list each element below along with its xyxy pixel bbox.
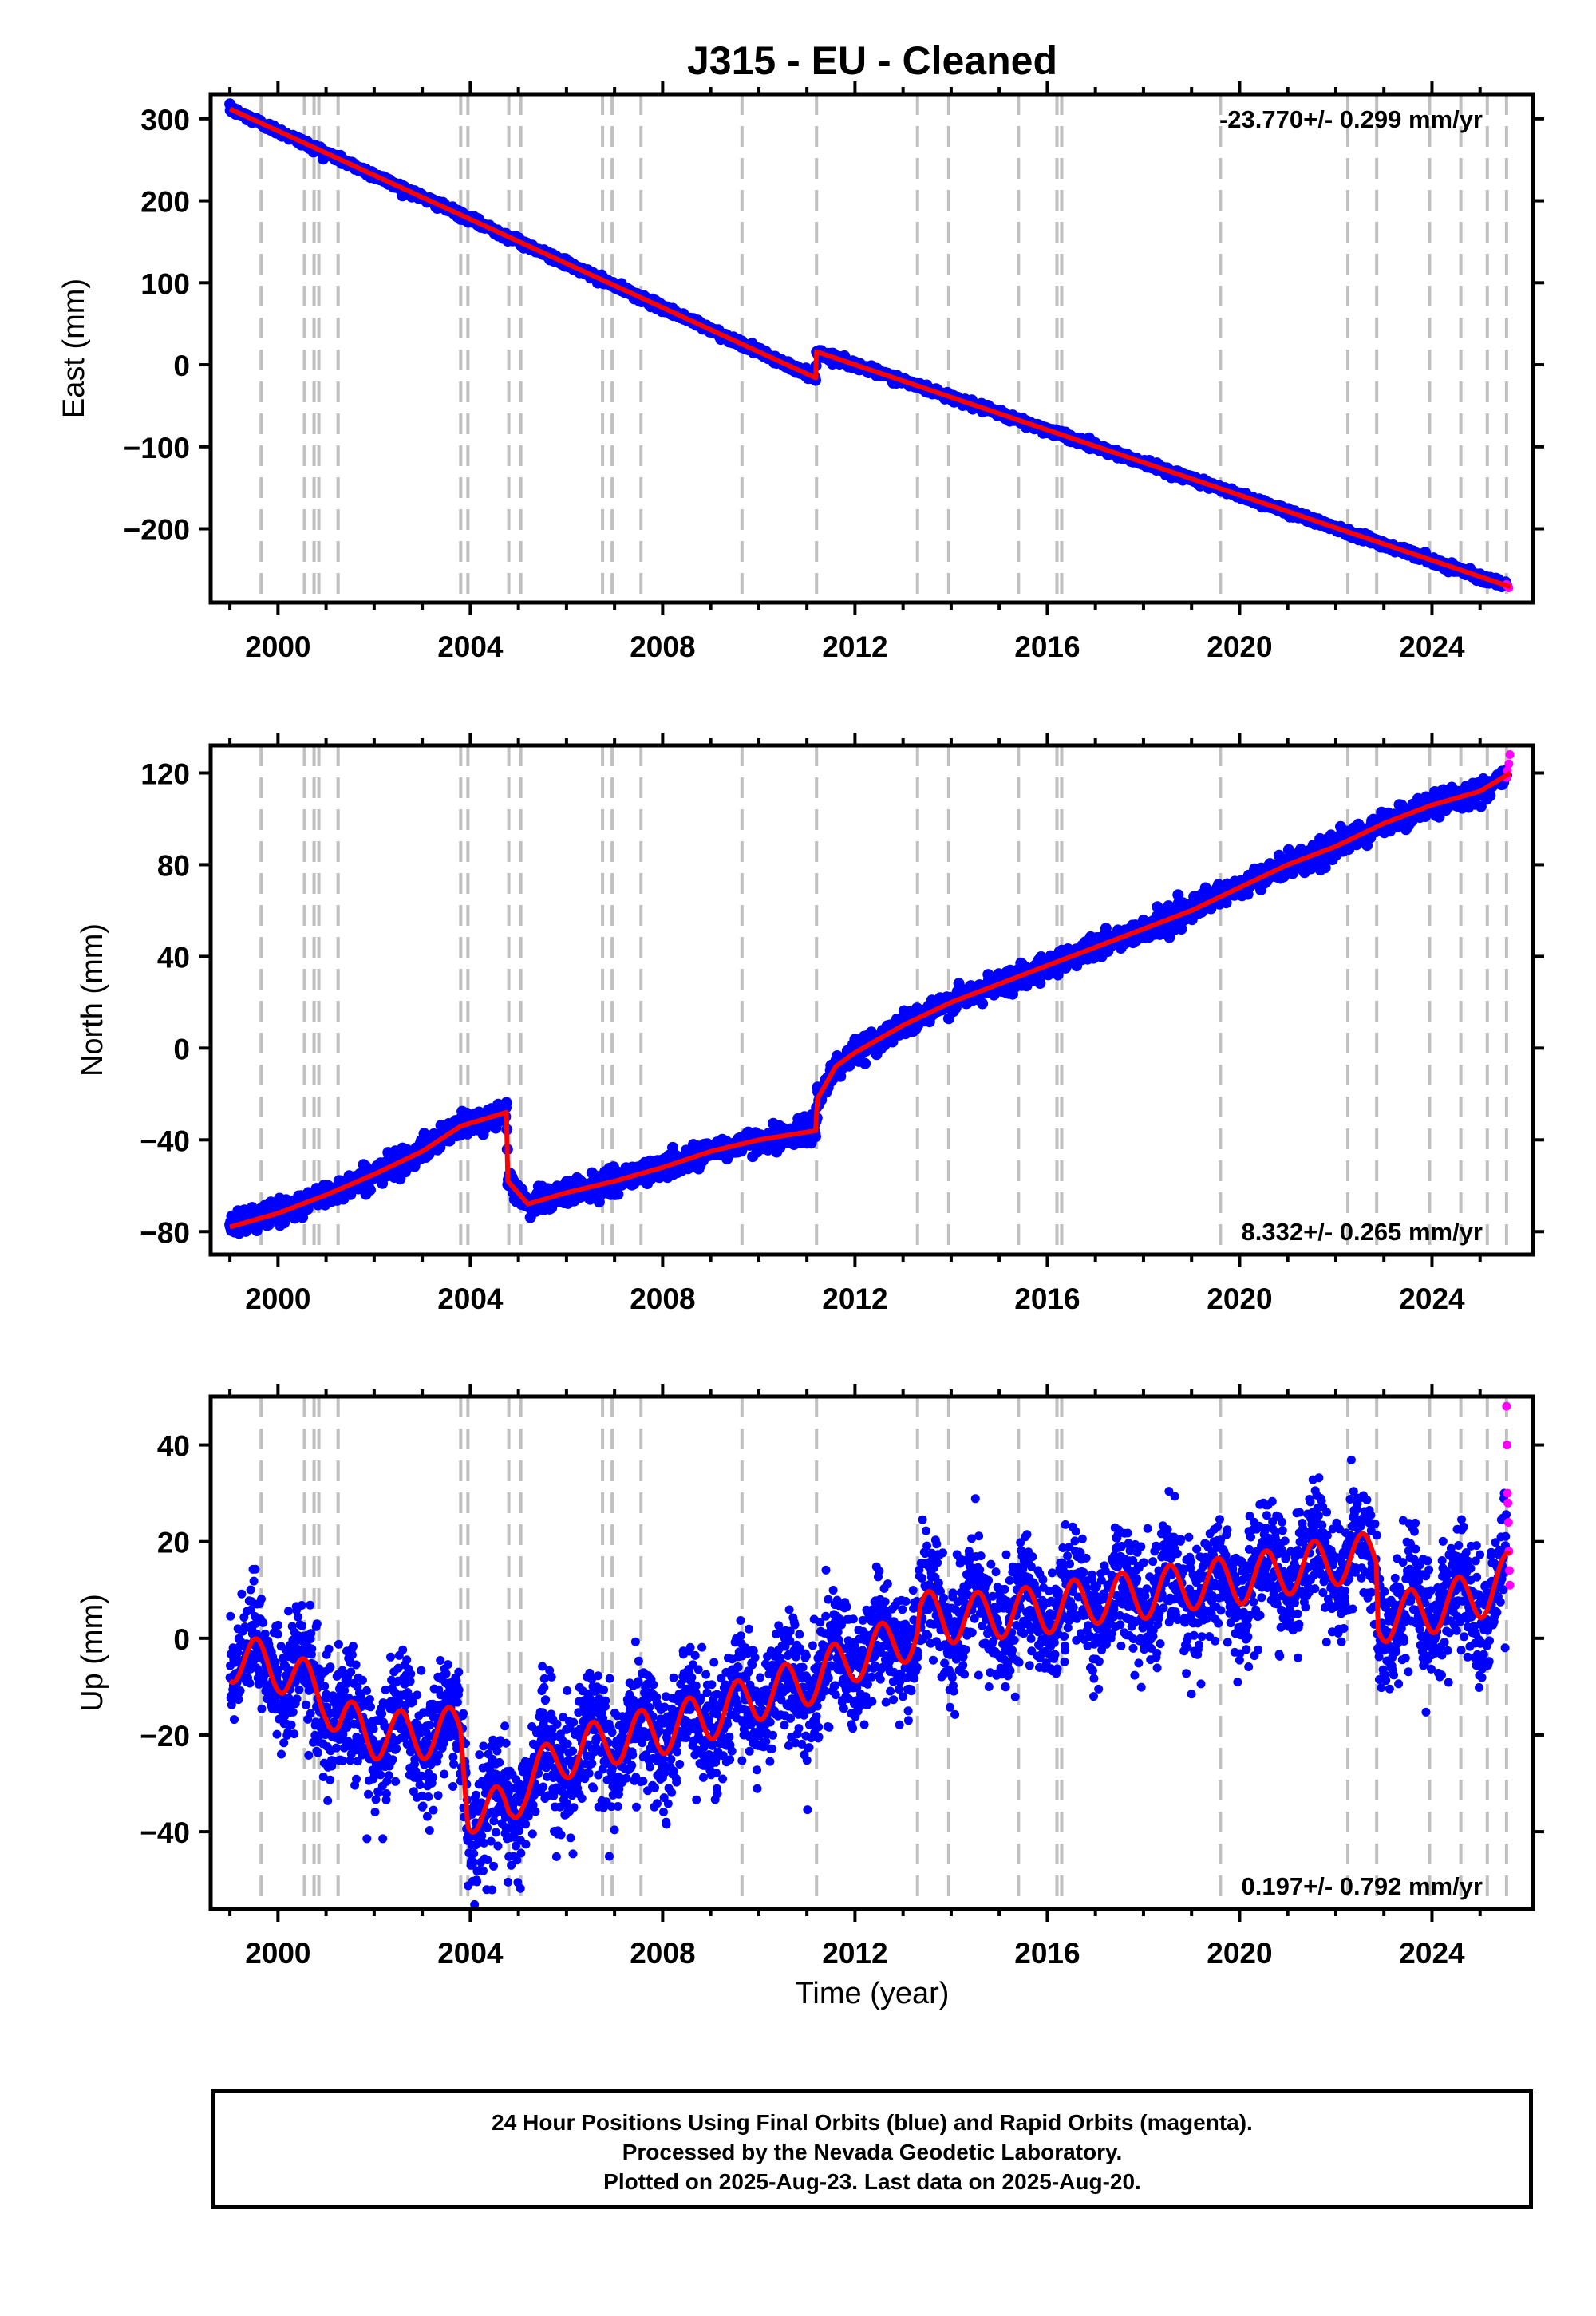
chart-title: J315 - EU - Cleaned [687,38,1057,83]
final-point [1175,923,1187,935]
final-point [810,1131,821,1143]
x-tick-label: 2000 [245,630,310,663]
final-point [835,1070,847,1082]
x-tick-label: 2016 [1014,630,1080,663]
final-point [953,978,965,990]
x-tick-label: 2004 [437,630,504,663]
final-point [500,1097,512,1109]
y-axis-label: East (mm) [57,279,91,418]
plot-frame [208,92,1535,605]
final-point [1034,978,1046,989]
final-point [297,1211,309,1223]
model-line [228,106,1511,590]
final-points [224,98,1512,593]
final-point [667,1141,678,1153]
y-tick-label: −200 [124,514,190,547]
x-tick-label: 2020 [1207,630,1272,663]
panels: 300 200 100 0 −100 −200 2000 2004 2008 2012 2016 20… [57,81,1544,1970]
final-point [365,1184,376,1196]
final-point [859,1057,871,1069]
y-tick-label: 100 [140,267,190,300]
final-point [977,998,989,1010]
y-tick-label: 0 [173,350,190,382]
final-points [224,765,1512,1239]
y-tick-label: 300 [140,104,190,136]
x-tick-label: 2008 [630,630,695,663]
x-tick-label: 2024 [1399,630,1465,663]
final-point [1220,897,1232,909]
final-point [612,1188,624,1200]
y-tick-label: −100 [124,432,190,464]
panel-east: 300 200 100 0 −100 −200 2000 2004 2008 2012 2016 20… [57,81,1544,663]
x-tick-label: 2012 [822,630,887,663]
rate-label: -23.770+/- 0.299 mm/yr [1219,105,1483,133]
y-tick-label: 200 [140,186,190,219]
